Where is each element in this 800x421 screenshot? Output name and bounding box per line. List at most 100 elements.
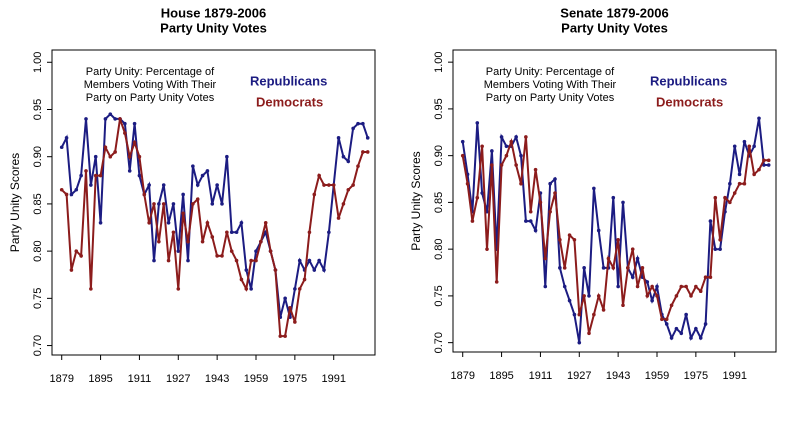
data-point <box>64 192 69 197</box>
data-point <box>278 334 283 338</box>
data-point <box>664 317 669 322</box>
data-point <box>288 305 292 310</box>
data-point <box>268 249 273 253</box>
data-point <box>166 221 171 225</box>
data-point <box>293 287 297 291</box>
data-point <box>548 181 552 186</box>
data-point <box>684 312 688 317</box>
data-point <box>84 117 88 121</box>
data-point <box>142 192 147 197</box>
data-point <box>577 312 582 317</box>
data-point <box>533 228 538 233</box>
x-tick-label: 1991 <box>722 370 746 382</box>
data-point <box>205 169 210 173</box>
data-point <box>351 183 355 187</box>
chart-subtitle: Party Unity Votes <box>160 20 267 35</box>
plot-frame <box>452 49 777 353</box>
data-point <box>669 336 674 340</box>
data-point <box>747 144 752 149</box>
data-point <box>475 195 480 200</box>
x-tick-label: 1895 <box>88 373 112 385</box>
data-point <box>113 117 117 121</box>
data-point <box>572 312 577 317</box>
data-point <box>689 336 693 340</box>
x-tick-label: 1959 <box>645 370 669 382</box>
data-point <box>103 145 108 150</box>
data-point <box>195 183 200 187</box>
data-point <box>514 135 518 139</box>
data-point <box>596 228 601 233</box>
data-point <box>650 284 654 289</box>
legend-entry: Democrats <box>256 94 323 109</box>
data-point <box>562 266 567 270</box>
data-point <box>528 219 533 223</box>
data-point <box>606 256 611 261</box>
data-point <box>356 164 360 168</box>
data-point <box>317 258 321 263</box>
y-tick-label: 0.75 <box>32 288 44 309</box>
data-point <box>127 169 132 173</box>
series-line <box>60 112 369 318</box>
data-point <box>674 294 679 298</box>
data-point <box>655 284 659 289</box>
data-point <box>596 294 601 298</box>
data-point <box>297 258 302 263</box>
data-point <box>220 254 224 258</box>
plot-frame <box>51 49 376 356</box>
data-point <box>494 280 499 284</box>
data-point <box>509 139 514 144</box>
data-point <box>234 258 239 263</box>
y-tick-label: 0.95 <box>32 99 44 120</box>
data-point <box>592 312 596 317</box>
data-point <box>664 322 669 326</box>
x-tick-label: 1943 <box>205 373 229 385</box>
y-axis-label: Party Unity Scores <box>409 151 423 250</box>
data-point <box>480 144 484 149</box>
data-point <box>728 181 732 186</box>
data-point <box>650 298 654 303</box>
data-point <box>757 167 761 172</box>
data-point <box>137 154 142 159</box>
data-point <box>728 200 732 205</box>
data-point <box>108 154 113 159</box>
data-point <box>171 230 176 235</box>
data-point <box>79 173 83 178</box>
data-point <box>59 187 64 192</box>
data-point <box>229 230 234 235</box>
data-point <box>171 202 176 206</box>
data-point <box>490 163 494 167</box>
data-point <box>215 183 219 187</box>
data-point <box>118 117 122 121</box>
data-point <box>708 219 713 223</box>
data-point <box>195 197 200 201</box>
chart-title: Senate 1879-2006 <box>560 5 668 20</box>
data-point <box>470 219 475 223</box>
data-point <box>64 136 69 140</box>
data-point <box>630 247 635 251</box>
data-point <box>93 154 98 159</box>
data-point <box>254 258 258 263</box>
data-point <box>660 317 664 322</box>
data-point <box>684 284 688 289</box>
data-point <box>543 284 548 289</box>
data-point <box>225 230 229 235</box>
data-point <box>331 183 336 187</box>
data-point <box>548 209 552 214</box>
data-point <box>504 153 509 158</box>
data-point <box>499 135 504 139</box>
data-point <box>137 173 142 178</box>
x-tick-label: 1959 <box>244 373 268 385</box>
data-point <box>679 284 684 289</box>
data-point <box>98 173 103 178</box>
data-point <box>69 268 74 272</box>
data-point <box>640 266 645 270</box>
data-point <box>220 202 224 206</box>
data-point <box>460 153 465 158</box>
data-point <box>519 181 523 186</box>
data-point <box>732 191 737 195</box>
data-point <box>312 192 317 197</box>
annotation: Party on Party Unity Votes <box>486 92 615 104</box>
data-point <box>703 275 708 280</box>
data-point <box>475 121 480 125</box>
